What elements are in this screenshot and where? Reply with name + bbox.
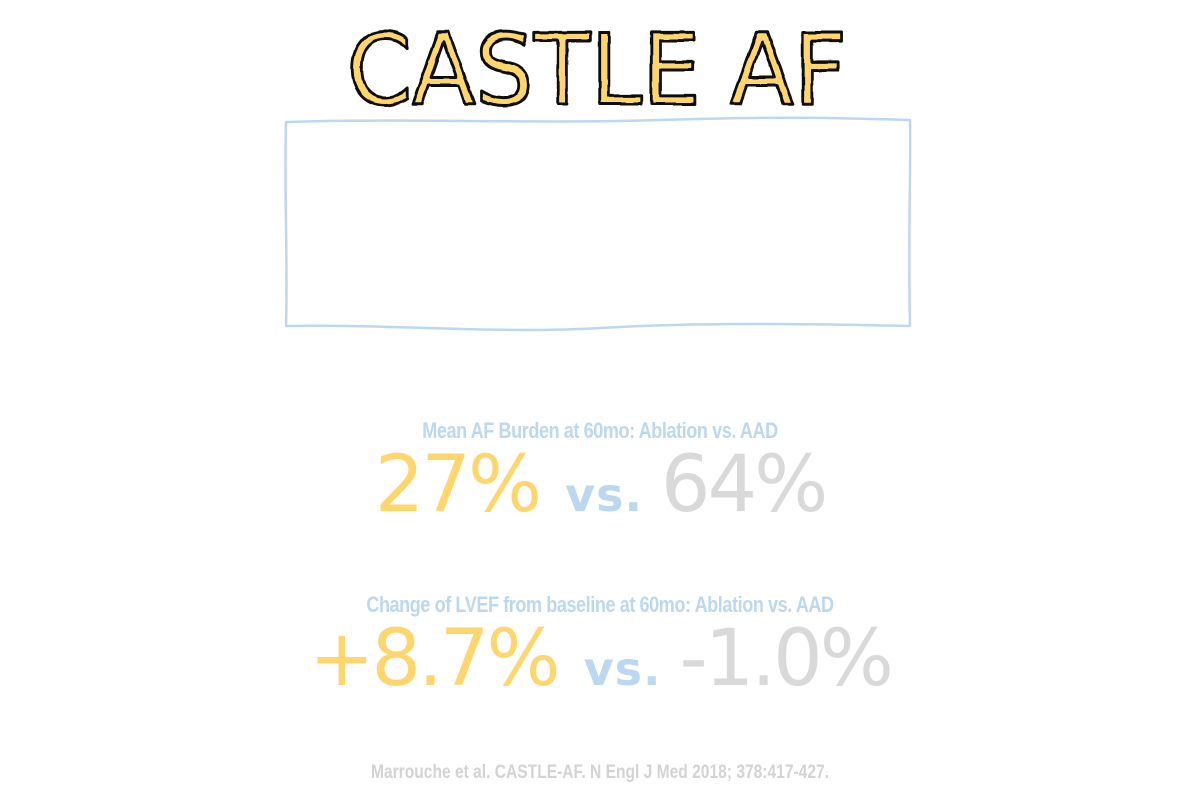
hand-drawn-box: [284, 116, 912, 332]
lvef-change-vs: vs.: [583, 642, 662, 696]
lvef-change-label: Change of LVEF from baseline at 60mo: Ab…: [366, 592, 834, 617]
lvef-change-ablation-value: +8.7%: [309, 614, 561, 704]
af-burden-stat: 27% vs. 64%: [0, 440, 1200, 530]
citation: Marrouche et al. CASTLE-AF. N Engl J Med…: [370, 762, 830, 783]
af-burden-label: Mean AF Burden at 60mo: Ablation vs. AAD: [422, 418, 778, 443]
af-burden-vs: vs.: [565, 468, 643, 522]
af-burden-ablation-value: 27%: [374, 440, 542, 530]
title-graphic: CASTLE AF: [346, 18, 849, 118]
content-frame: [280, 112, 920, 334]
page-title: CASTLE AF: [0, 18, 1200, 118]
af-burden-aad-value: 64%: [660, 440, 828, 530]
title-text: CASTLE AF: [347, 18, 847, 118]
lvef-change-aad-value: -1.0%: [679, 614, 894, 704]
lvef-change-stat: +8.7% vs. -1.0%: [0, 614, 1200, 704]
